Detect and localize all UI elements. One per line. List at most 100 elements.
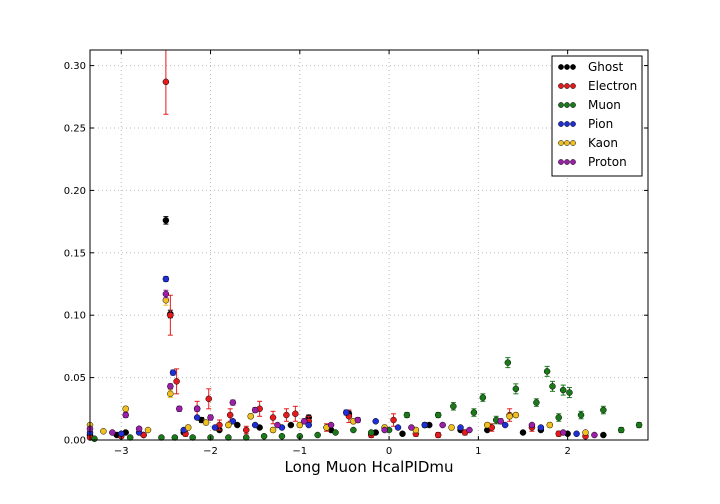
data-point	[162, 217, 170, 224]
legend-marker	[558, 102, 564, 108]
data-point	[117, 430, 125, 438]
data-point	[408, 424, 415, 431]
legend-label: Muon	[588, 98, 621, 112]
data-point	[100, 428, 107, 435]
x-tick-label: 2	[564, 446, 570, 457]
data-point	[501, 421, 509, 429]
data-point	[470, 409, 478, 416]
y-axis: 0.00 0.05 0.10 0.15 0.20 0.25 0.30	[64, 61, 648, 447]
data-point	[504, 359, 512, 366]
x-axis: −3 −2 −1 0 1 2	[114, 50, 571, 457]
data-point	[457, 424, 464, 431]
data-point	[158, 434, 165, 441]
data-points	[86, 49, 643, 443]
data-point	[184, 424, 192, 431]
x-tick-label: 1	[475, 446, 481, 457]
data-point	[269, 414, 277, 421]
data-point	[173, 378, 180, 385]
y-tick-label: 0.30	[64, 61, 86, 72]
legend-box	[551, 55, 643, 177]
legend-marker	[558, 121, 564, 127]
series-muon	[91, 357, 643, 443]
data-point	[390, 416, 397, 424]
data-point	[162, 290, 170, 298]
data-point	[162, 275, 170, 283]
y-tick-label: 0.20	[64, 186, 86, 197]
legend-label: Electron	[588, 79, 637, 93]
data-point	[528, 421, 536, 429]
legend-marker	[570, 102, 576, 108]
data-point	[135, 425, 143, 433]
data-point	[205, 395, 212, 403]
legend-marker	[564, 140, 570, 146]
data-point	[242, 434, 250, 441]
data-point	[448, 424, 455, 431]
y-tick-label: 0.00	[64, 436, 86, 447]
data-point	[193, 414, 201, 421]
y-tick-label: 0.15	[64, 248, 86, 259]
y-tick-label: 0.10	[64, 311, 86, 322]
data-point	[617, 426, 625, 434]
data-point	[91, 435, 98, 443]
legend: Ghost Electron Muon Pion Kaon Proton	[551, 55, 643, 177]
data-point	[512, 411, 520, 419]
x-tick-label: −2	[203, 446, 218, 457]
data-point	[354, 416, 362, 424]
data-point	[403, 411, 411, 419]
data-point	[566, 389, 573, 396]
data-point	[278, 433, 286, 440]
legend-label: Proton	[588, 155, 627, 169]
data-point	[169, 369, 177, 376]
data-point	[189, 434, 196, 441]
x-tick-label: −1	[292, 446, 307, 457]
x-axis-label: Long Muon HcalPIDmu	[285, 458, 454, 476]
data-point	[171, 434, 179, 441]
data-point	[582, 429, 589, 436]
data-point	[234, 421, 241, 429]
data-point	[466, 426, 473, 434]
data-point	[292, 410, 299, 418]
data-point	[260, 433, 268, 440]
data-point	[421, 421, 429, 429]
data-point	[122, 405, 129, 413]
data-point	[247, 413, 254, 420]
legend-item-electron: Electron	[558, 79, 637, 93]
legend-label: Pion	[588, 117, 613, 131]
data-point	[269, 426, 277, 434]
data-point	[251, 421, 259, 429]
data-point	[211, 424, 219, 431]
data-point	[225, 434, 232, 441]
legend-label: Ghost	[588, 60, 623, 74]
data-point	[497, 418, 504, 425]
legend-marker	[570, 64, 576, 70]
data-point	[450, 403, 457, 410]
y-tick-label: 0.05	[64, 373, 86, 384]
legend-label: Kaon	[588, 136, 618, 150]
data-point	[434, 431, 442, 439]
series-proton	[86, 289, 598, 439]
data-point	[512, 385, 520, 393]
data-point	[342, 409, 350, 416]
data-point	[283, 411, 290, 419]
data-point	[399, 430, 406, 438]
data-point	[162, 78, 170, 86]
data-point	[600, 431, 607, 439]
data-point	[314, 431, 321, 439]
legend-marker	[564, 102, 570, 108]
data-point	[229, 418, 237, 425]
data-point	[332, 429, 339, 436]
data-point	[367, 429, 375, 436]
data-point	[226, 411, 234, 419]
data-point	[537, 424, 545, 431]
data-point	[381, 426, 388, 434]
data-point	[193, 405, 201, 413]
data-point	[207, 414, 214, 421]
data-point	[591, 431, 598, 439]
legend-marker	[558, 140, 564, 146]
data-point	[202, 419, 210, 426]
data-point	[600, 406, 607, 414]
data-point	[484, 421, 491, 429]
x-tick-label: −3	[114, 446, 129, 457]
data-point	[167, 383, 174, 390]
data-point	[296, 421, 304, 429]
